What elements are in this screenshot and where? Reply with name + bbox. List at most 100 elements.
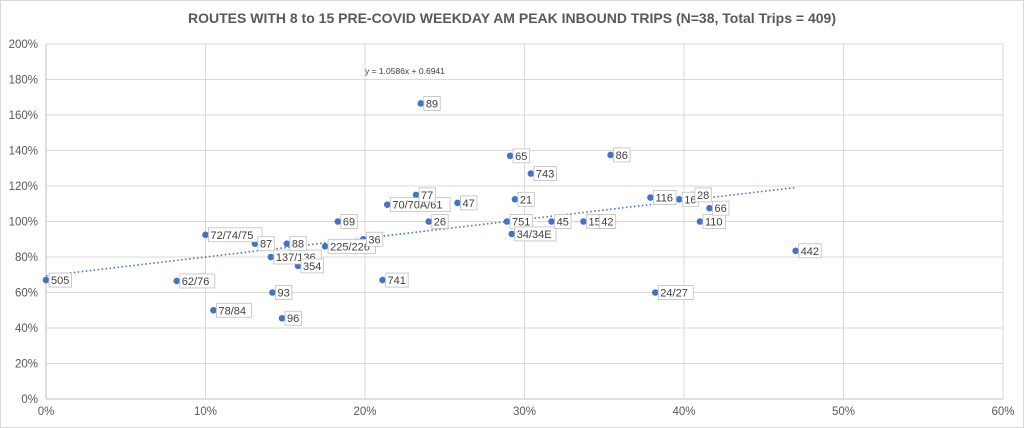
trendline: y = 1.0586x + 0.6941 <box>45 66 796 277</box>
data-point <box>42 276 50 284</box>
data-points <box>42 100 799 322</box>
y-tick-label: 140% <box>9 146 38 158</box>
x-tick-label: 50% <box>832 406 855 418</box>
data-label: 96 <box>287 313 299 325</box>
data-point <box>696 218 704 225</box>
data-label: 743 <box>536 169 554 181</box>
data-point <box>454 199 461 207</box>
data-point <box>607 151 614 159</box>
data-point <box>647 194 654 201</box>
gridlines <box>46 43 1004 399</box>
data-point <box>202 231 209 239</box>
data-label: 45 <box>557 217 569 229</box>
y-tick-label: 20% <box>15 359 38 371</box>
data-label-box <box>179 273 216 289</box>
trendline-equation: y = 1.0586x + 0.6941 <box>365 66 445 76</box>
data-label-box <box>694 187 712 203</box>
tick-labels: 0% 20% 40% 60% 80% 100% 120% 140% 160% 180% 200% 0%… <box>9 39 1015 418</box>
data-label-box <box>366 231 384 247</box>
y-tick-label: 120% <box>9 181 38 193</box>
data-label-box <box>418 187 436 203</box>
data-label: 88 <box>292 239 304 251</box>
data-label: 93 <box>277 288 289 300</box>
data-label: 15 <box>589 217 601 229</box>
data-point <box>417 100 425 107</box>
data-label-box <box>275 285 293 300</box>
data-label: 741 <box>388 275 406 287</box>
y-tick-label: 0% <box>21 394 38 406</box>
data-point <box>548 218 555 225</box>
data-label: 65 <box>515 151 527 163</box>
axes <box>45 44 1003 400</box>
x-tick-label: 30% <box>513 406 536 418</box>
data-point <box>278 314 286 322</box>
data-label-box <box>48 272 73 288</box>
data-label-box <box>460 195 478 211</box>
data-label-box <box>517 191 535 207</box>
data-label: 442 <box>801 246 819 258</box>
x-tick-label: 0% <box>38 406 55 418</box>
data-point <box>511 196 519 203</box>
x-tick-label: 10% <box>194 406 217 418</box>
data-label: 751 <box>512 217 530 229</box>
data-label: 505 <box>51 275 69 287</box>
data-label-box <box>512 148 530 164</box>
data-label: 89 <box>426 98 438 110</box>
data-point <box>527 170 535 177</box>
data-point <box>792 247 799 255</box>
y-tick-label: 100% <box>9 217 38 229</box>
x-tick-label: 20% <box>353 406 376 418</box>
data-point <box>210 306 217 314</box>
data-label: 87 <box>260 239 272 251</box>
data-point <box>321 243 329 250</box>
data-point <box>283 240 291 247</box>
data-label: 70/70A/61 <box>392 200 442 212</box>
chart-title: ROUTES WITH 8 to 15 PRE-COVID WEEKDAY AM… <box>188 10 836 26</box>
data-label: 36 <box>368 234 380 246</box>
data-point <box>580 218 587 225</box>
data-point <box>334 218 342 225</box>
data-point <box>267 253 275 261</box>
data-label: 16 <box>684 194 696 206</box>
data-label: 42 <box>601 217 613 229</box>
data-label: 116 <box>656 193 674 205</box>
data-label-box <box>653 190 677 205</box>
data-label: 26 <box>434 217 446 229</box>
data-label: 47 <box>463 198 475 210</box>
data-point <box>173 277 181 285</box>
data-point <box>508 230 516 238</box>
data-label-box <box>514 226 557 242</box>
data-label: 62/76 <box>182 276 210 288</box>
data-point <box>675 196 683 203</box>
data-label: 21 <box>520 194 532 206</box>
y-tick-label: 180% <box>9 75 38 87</box>
data-point <box>269 289 276 296</box>
data-label-box <box>657 285 694 300</box>
data-label: 34/34E <box>517 229 552 241</box>
data-label: 69 <box>343 217 355 229</box>
data-label-box <box>300 258 325 274</box>
x-tick-label: 40% <box>672 406 695 418</box>
data-label-box <box>257 236 275 252</box>
data-label-box <box>598 214 617 229</box>
data-point <box>506 152 514 160</box>
data-point <box>706 204 713 212</box>
data-label: 78/84 <box>218 305 246 317</box>
data-label-box <box>216 302 252 318</box>
data-label-box <box>431 214 449 229</box>
data-label-box <box>423 96 441 111</box>
y-tick-label: 40% <box>15 323 38 335</box>
data-label: 110 <box>705 217 723 229</box>
data-label-box <box>340 214 358 229</box>
data-label: 225/226 <box>330 241 370 253</box>
data-label: 28 <box>697 190 709 202</box>
data-label-box <box>798 243 822 259</box>
data-label-box <box>554 214 572 229</box>
data-label: 77 <box>421 190 433 202</box>
data-point <box>651 289 659 296</box>
data-point <box>503 218 511 225</box>
data-label-box <box>208 227 263 243</box>
x-tick-label: 60% <box>991 406 1014 418</box>
data-point <box>384 201 391 208</box>
